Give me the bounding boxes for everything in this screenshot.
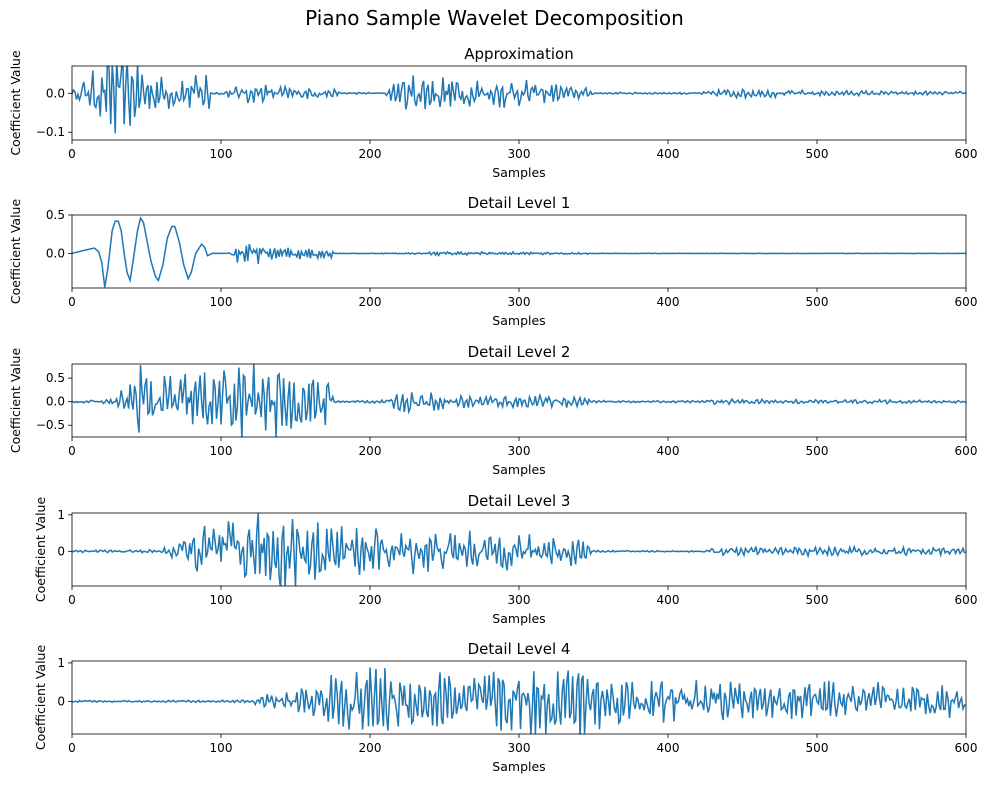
subplot-title: Approximation (464, 45, 573, 63)
subplot-2: Detail Level 1 0 100 200 300 400 500 600 0.0 0.5 S… (8, 194, 977, 328)
x-tick-label: 0 (68, 295, 76, 309)
x-tick-label: 200 (359, 444, 382, 458)
series-line (72, 216, 966, 288)
x-tick-label: 600 (955, 444, 978, 458)
x-tick-label: 600 (955, 593, 978, 607)
x-tick-label: 200 (359, 593, 382, 607)
y-axis-label: Coefficient Value (8, 348, 23, 454)
subplot-title: Detail Level 3 (468, 492, 571, 510)
x-axis-label: Samples (492, 165, 545, 180)
y-tick-label: 1 (57, 508, 65, 522)
x-tick-label: 300 (508, 295, 531, 309)
x-tick-label: 400 (657, 295, 680, 309)
x-tick-label: 300 (508, 593, 531, 607)
x-tick-label: 600 (955, 741, 978, 755)
x-tick-label: 500 (806, 741, 829, 755)
x-axis-label: Samples (492, 462, 545, 477)
x-tick-label: 100 (210, 147, 233, 161)
subplot-3: Detail Level 2 0 100 200 300 400 500 600 −0.5 0.0… (8, 343, 977, 477)
x-tick-label: 0 (68, 444, 76, 458)
subplot-title: Detail Level 4 (468, 640, 571, 658)
series-line (72, 513, 966, 586)
x-axis-label: Samples (492, 759, 545, 774)
x-tick-label: 600 (955, 295, 978, 309)
x-tick-label: 500 (806, 147, 829, 161)
x-tick-label: 200 (359, 741, 382, 755)
x-tick-label: 100 (210, 295, 233, 309)
x-tick-label: 300 (508, 147, 531, 161)
series-line (72, 364, 966, 437)
y-tick-label: −0.1 (36, 125, 65, 139)
y-tick-label: 0.5 (46, 371, 65, 385)
figure-title: Piano Sample Wavelet Decomposition (305, 6, 684, 30)
y-axis-label: Coefficient Value (8, 199, 23, 305)
x-tick-label: 300 (508, 444, 531, 458)
x-tick-label: 200 (359, 147, 382, 161)
x-tick-label: 300 (508, 741, 531, 755)
subplot-5: Detail Level 4 0 100 200 300 400 500 600 0 1 Sampl… (33, 640, 977, 774)
y-axis-label: Coefficient Value (8, 50, 23, 156)
y-tick-label: 0.0 (46, 395, 65, 409)
y-tick-label: 0.0 (46, 86, 65, 100)
y-tick-label: 0 (57, 544, 65, 558)
x-axis-label: Samples (492, 611, 545, 626)
x-tick-label: 0 (68, 741, 76, 755)
x-tick-label: 500 (806, 593, 829, 607)
y-axis-label: Coefficient Value (33, 645, 48, 751)
x-tick-label: 100 (210, 444, 233, 458)
y-tick-label: 0.5 (46, 208, 65, 222)
x-tick-label: 500 (806, 444, 829, 458)
x-tick-label: 100 (210, 593, 233, 607)
x-tick-label: 0 (68, 593, 76, 607)
x-tick-label: 500 (806, 295, 829, 309)
x-tick-label: 400 (657, 147, 680, 161)
x-tick-label: 400 (657, 593, 680, 607)
y-tick-label: −0.5 (36, 418, 65, 432)
series-line (72, 66, 966, 134)
x-axis-label: Samples (492, 313, 545, 328)
x-tick-label: 400 (657, 741, 680, 755)
subplot-title: Detail Level 2 (468, 343, 571, 361)
series-line (72, 667, 966, 734)
y-axis-label: Coefficient Value (33, 497, 48, 603)
x-tick-label: 100 (210, 741, 233, 755)
y-tick-label: 1 (57, 656, 65, 670)
x-tick-label: 200 (359, 295, 382, 309)
x-tick-label: 0 (68, 147, 76, 161)
x-tick-label: 400 (657, 444, 680, 458)
y-tick-label: 0.0 (46, 246, 65, 260)
subplot-4: Detail Level 3 0 100 200 300 400 500 600 0 1 Sampl… (33, 492, 977, 626)
subplot-title: Detail Level 1 (468, 194, 571, 212)
y-tick-label: 0 (57, 694, 65, 708)
subplot-1: Approximation 0 100 200 300 400 500 600 −0.1 0.0 S… (8, 45, 978, 180)
x-tick-label: 600 (955, 147, 978, 161)
